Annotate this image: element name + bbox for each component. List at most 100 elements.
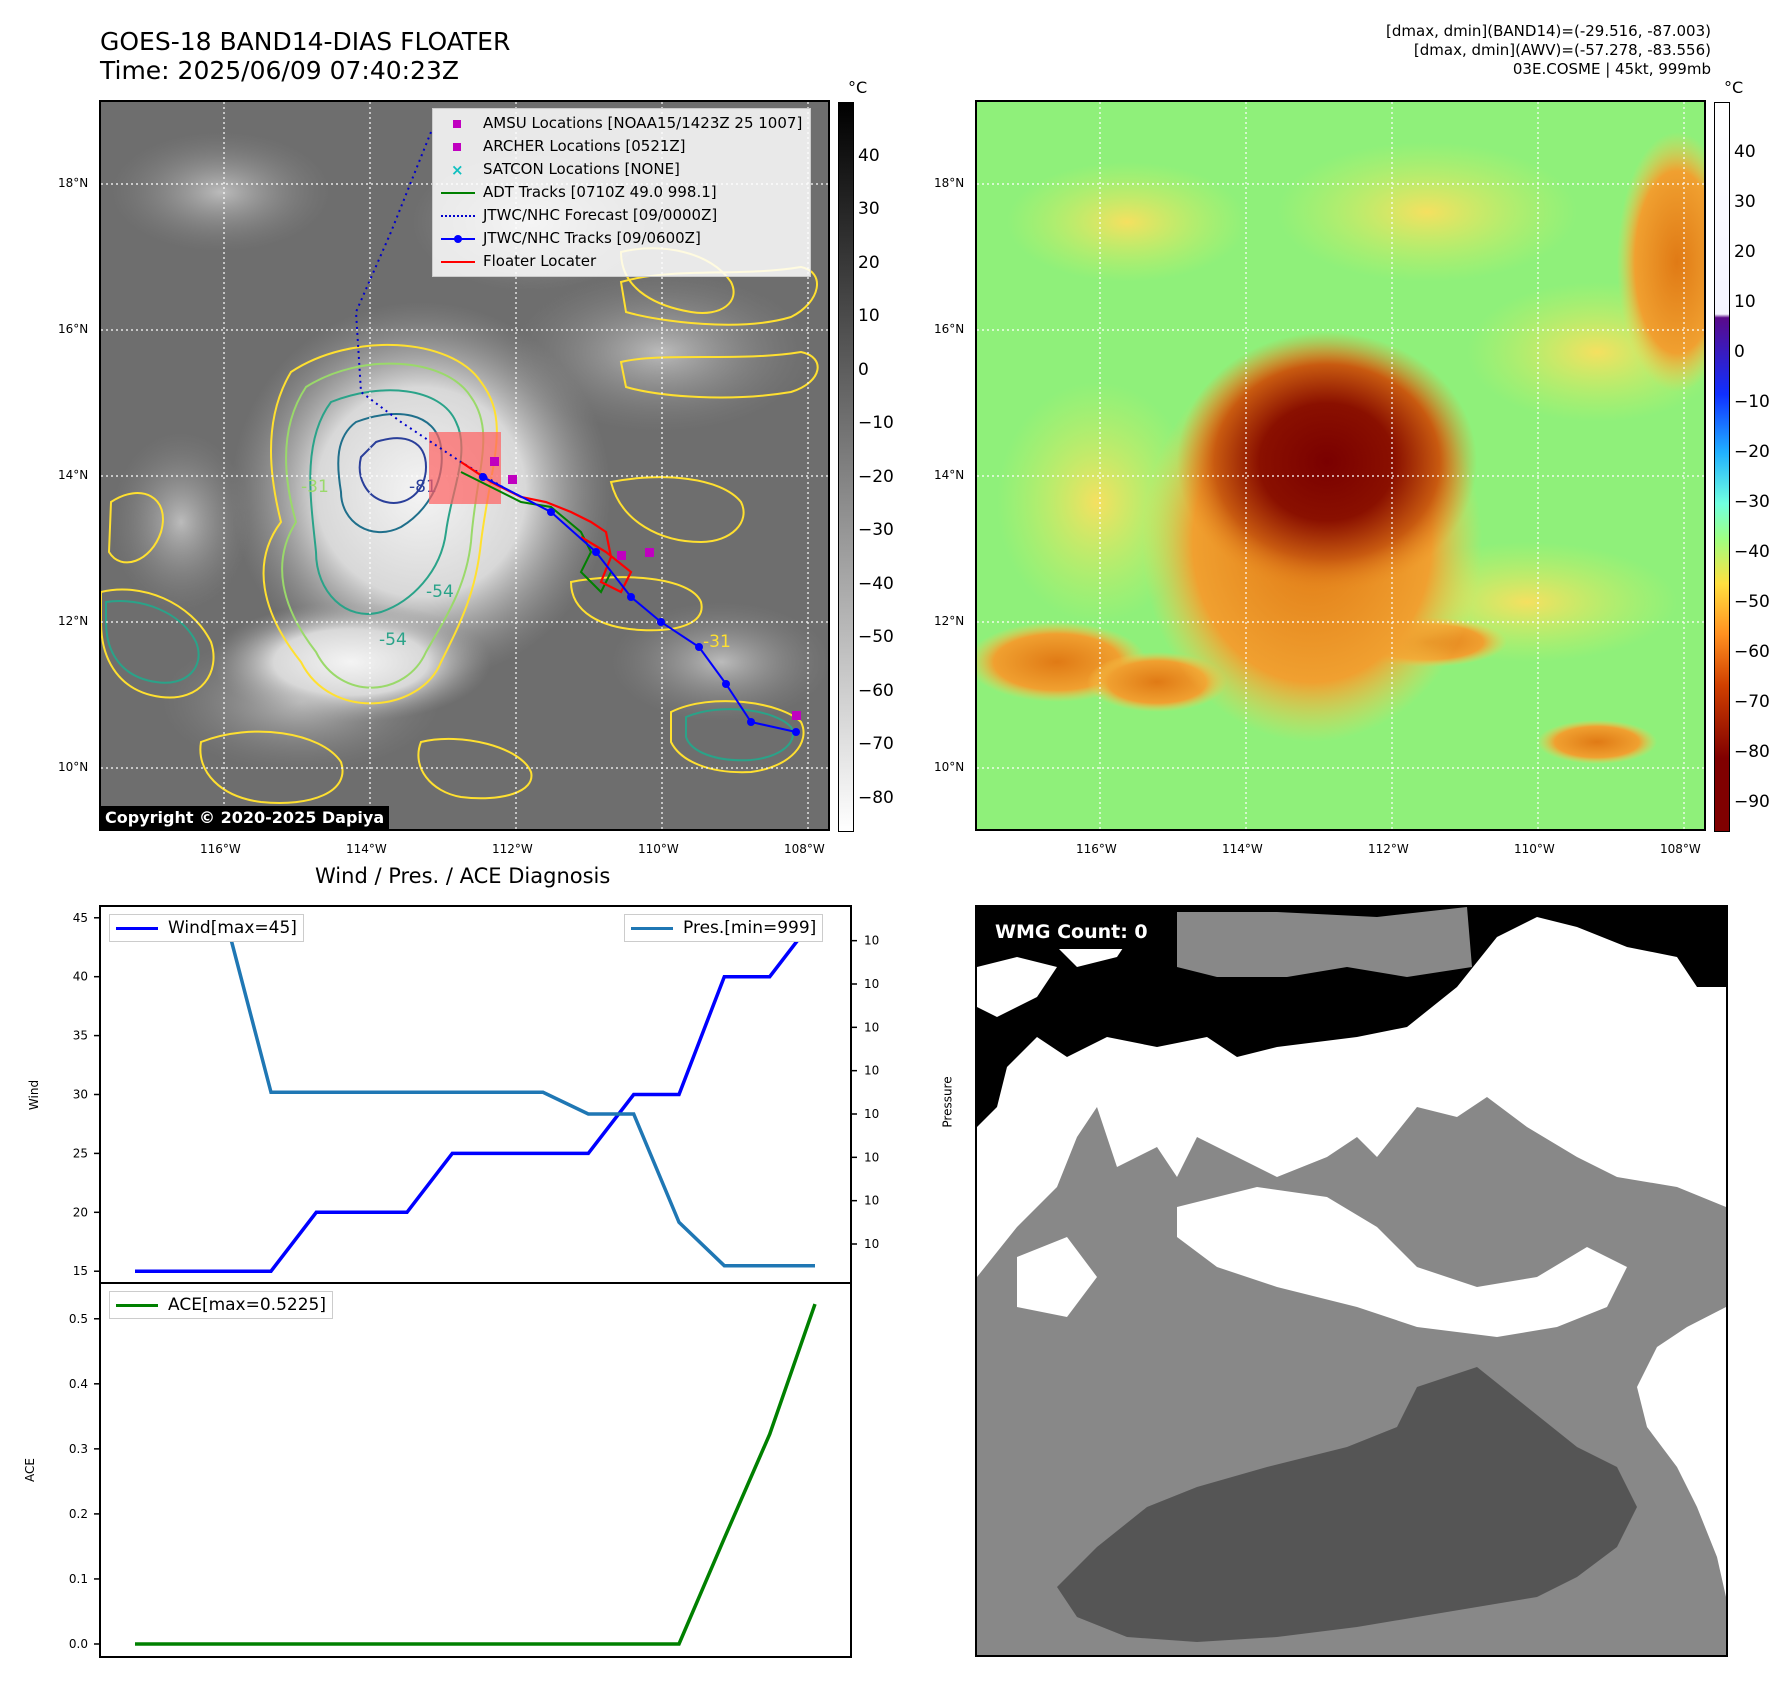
title-line-2: Time: 2025/06/09 07:40:23Z <box>100 56 459 85</box>
colorbar-tick-label: −80 <box>858 787 894 808</box>
colorbar-tick-label: −70 <box>1734 692 1770 712</box>
colorbar-tick-label: −20 <box>858 466 894 487</box>
awv-map <box>977 102 1704 829</box>
colorbar-tick-label: 30 <box>1734 192 1756 212</box>
colorbar-tick-label: −90 <box>1734 792 1770 812</box>
lat-tick-label: 14°N <box>58 468 89 482</box>
colorbar-tick-label: 10 <box>1734 292 1756 312</box>
lon-tick-label: 116°W <box>1076 842 1117 856</box>
line-dot-icon <box>441 231 475 247</box>
line-marker-icon <box>441 185 475 201</box>
legend-item-satcon: × SATCON Locations [NONE] <box>441 158 802 181</box>
ace-legend: ACE[max=0.5225] <box>109 1291 333 1319</box>
dotted-line-icon <box>441 208 475 224</box>
lon-tick-label: 110°W <box>638 842 679 856</box>
title-line-1: GOES-18 BAND14-DIAS FLOATER <box>100 27 511 56</box>
colorbar-tick-label: −80 <box>1734 742 1770 762</box>
contour-label: -31 <box>703 632 731 652</box>
lat-tick-label: 16°N <box>58 322 89 336</box>
archer-amsu-points <box>490 457 801 720</box>
lon-tick-label: 114°W <box>1222 842 1263 856</box>
tick-label: 0.3 <box>69 1442 88 1456</box>
stats-header: [dmax, dmin](BAND14)=(-29.516, -87.003) … <box>1386 22 1711 79</box>
tick-label: 0.2 <box>69 1507 88 1521</box>
floater-box <box>429 432 501 504</box>
wind-ticks: 45 40 35 30 25 20 15 <box>73 911 100 1278</box>
lat-tick-label: 14°N <box>934 468 965 482</box>
colorbar-tick-label: −40 <box>858 573 894 594</box>
colorbar-tick-label: −50 <box>1734 592 1770 612</box>
contour-label: -54 <box>379 630 407 650</box>
wmg-panel <box>975 905 1728 1657</box>
lat-tick-label: 10°N <box>58 760 89 774</box>
line-swatch-icon <box>116 926 158 930</box>
lat-tick-label: 16°N <box>934 322 965 336</box>
jtwc-track-points <box>479 473 800 736</box>
legend-item-adt: ADT Tracks [0710Z 49.0 998.1] <box>441 181 802 204</box>
line-marker-icon <box>441 254 475 270</box>
legend-item-amsu: AMSU Locations [NOAA15/1423Z 25 1007] <box>441 112 802 135</box>
awv-map-panel <box>975 100 1706 831</box>
colorbar-tick-label: 0 <box>1734 342 1745 362</box>
tick-label: 1008 <box>864 1064 880 1078</box>
tick-label: 1014 <box>864 934 880 948</box>
tick-label: 0.4 <box>69 1377 88 1391</box>
legend-item-tracks: JTWC/NHC Tracks [09/0600Z] <box>441 227 802 250</box>
map-gridlines <box>977 102 1704 829</box>
colorbar-tick-label: −60 <box>858 680 894 701</box>
awv-range: [dmax, dmin](AWV)=(-57.278, -83.556) <box>1413 41 1711 59</box>
ace-axis-label: ACE <box>23 1458 37 1482</box>
wmg-image <box>977 907 1726 1655</box>
square-marker-icon <box>441 139 475 155</box>
colorbar-tick-label: 20 <box>858 252 880 273</box>
colorbar-tick-label: 40 <box>858 145 880 166</box>
line-swatch-icon <box>116 1303 158 1307</box>
contour-label: -54 <box>426 582 454 602</box>
lon-tick-label: 108°W <box>784 842 825 856</box>
tick-label: 20 <box>73 1205 88 1219</box>
colorbar-tick-label: −30 <box>1734 492 1770 512</box>
contour-label: -31 <box>301 477 329 497</box>
lon-tick-label: 116°W <box>200 842 241 856</box>
tick-label: 30 <box>73 1088 88 1102</box>
tick-label: 35 <box>73 1029 88 1043</box>
pressure-series-line <box>135 917 815 1268</box>
lon-tick-label: 112°W <box>1368 842 1409 856</box>
tick-label: 45 <box>73 911 88 925</box>
storm-core <box>1177 332 1477 592</box>
legend-item-archer: ARCHER Locations [0521Z] <box>441 135 802 158</box>
pressure-axis-title: Pressure <box>940 1076 955 1128</box>
legend-item-forecast: JTWC/NHC Forecast [09/0000Z] <box>441 204 802 227</box>
tick-label: 0.0 <box>69 1637 88 1651</box>
colorbar-tick-label: 0 <box>858 359 869 380</box>
square-marker-icon <box>441 116 475 132</box>
tick-label: 1006 <box>864 1107 880 1121</box>
map-gridlines <box>101 102 828 829</box>
band14-range: [dmax, dmin](BAND14)=(-29.516, -87.003) <box>1386 22 1711 40</box>
tick-label: 1000 <box>864 1237 880 1251</box>
wind-pressure-axes <box>99 905 852 1284</box>
lon-tick-label: 112°W <box>492 842 533 856</box>
wmg-count-label: WMG Count: 0 <box>985 915 1158 949</box>
ace-ticks: 0.5 0.4 0.3 0.2 0.1 0.0 <box>69 1312 100 1651</box>
colorbar-tick-label: −10 <box>1734 392 1770 412</box>
pressure-legend: Pres.[min=999] <box>624 914 824 942</box>
diagnosis-title: Wind / Pres. / ACE Diagnosis <box>315 864 611 888</box>
tick-label: 1012 <box>864 977 880 991</box>
wind-series-line <box>135 916 817 1273</box>
colorbar-tick-label: −20 <box>1734 442 1770 462</box>
lat-tick-label: 12°N <box>58 614 89 628</box>
colorbar-tick-label: −10 <box>858 413 894 434</box>
tick-label: 25 <box>73 1146 88 1160</box>
colorbar-tick-label: −70 <box>858 734 894 755</box>
tick-label: 0.5 <box>69 1312 88 1326</box>
colorbar-tick-label: −60 <box>1734 642 1770 662</box>
left-colorbar-unit: °C <box>848 78 868 97</box>
adt-track <box>460 471 612 594</box>
wmg-darkgray-region <box>1057 1367 1637 1642</box>
copyright-badge: Copyright © 2020-2025 Dapiya <box>100 806 390 829</box>
lon-tick-label: 108°W <box>1660 842 1701 856</box>
x-marker-icon: × <box>451 160 464 179</box>
